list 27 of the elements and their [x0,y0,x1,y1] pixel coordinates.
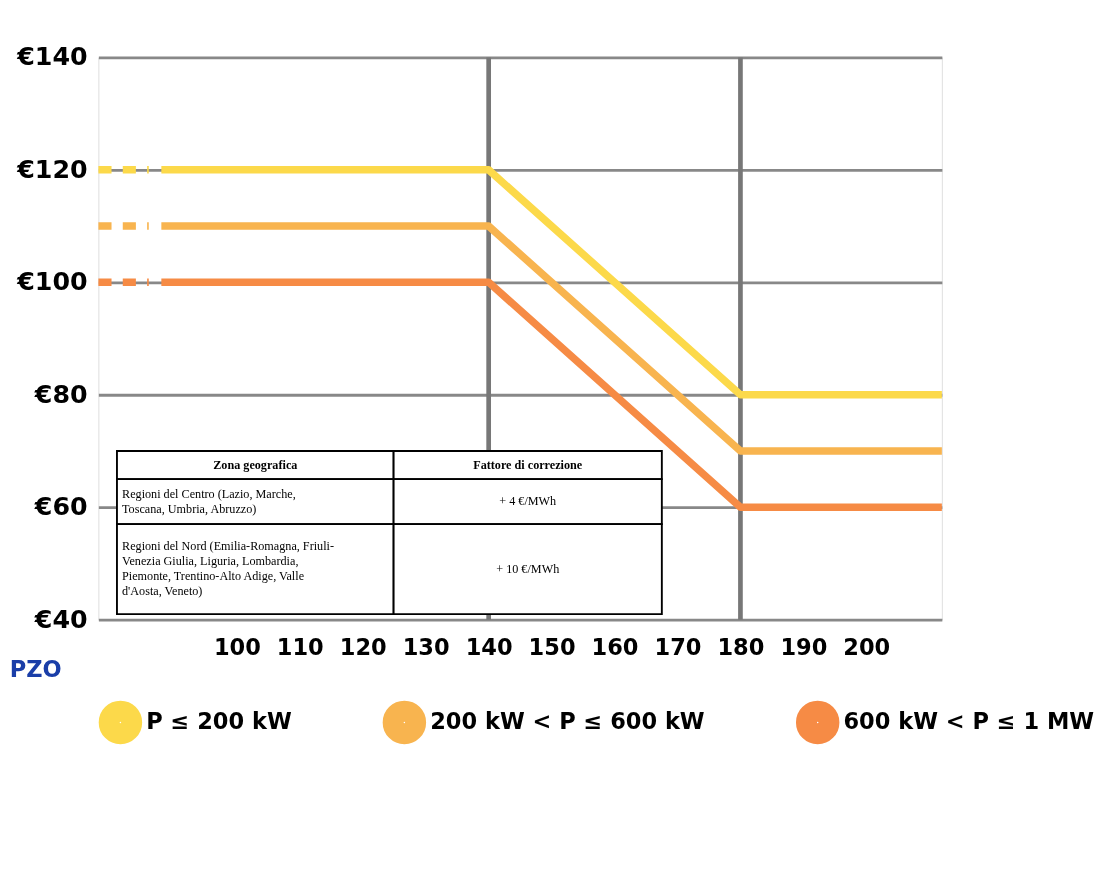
annotation: Zona geografica [213,457,298,472]
y-tick-label: €100 [16,267,88,297]
legend-label: 200 kW < P ≤ 600 kW [430,708,705,735]
x-tick-label: 110 [276,633,324,660]
annotation: Regioni del Nord (Emilia-Romagna, Friuli-Venezia Giulia, Liguria, Lombardia, Piemonte, Trentino-Alto Adige, Valle d'Aosta, Veneto) [122,539,334,599]
y-tick-label: €60 [33,492,88,522]
x-axis-title: PZO [9,656,62,683]
x-tick-label: 130 [402,633,450,660]
annotation: + 4 €/MWh [499,494,557,509]
x-tick-label: 180 [717,633,765,660]
x-tick-label: 170 [654,633,702,660]
y-tick-label: €140 [16,42,88,72]
x-tick-label: 160 [591,633,639,660]
legend-label: P ≤ 200 kW [146,708,292,735]
x-tick-label: 100 [213,633,261,660]
y-tick-label: €120 [16,154,88,184]
annotation: Fattore di correzione [473,457,583,472]
annotation: Regioni del Centro (Lazio, Marche, Toscana, Umbria, Abruzzo) [122,486,296,516]
x-tick-label: 200 [843,633,891,660]
x-tick-label: 150 [528,633,576,660]
x-tick-label: 140 [465,633,513,660]
annotation: + 10 €/MWh [496,561,560,576]
y-tick-label: €40 [33,604,88,634]
x-tick-label: 120 [339,633,387,660]
x-tick-label: 190 [780,633,828,660]
y-tick-label: €80 [33,379,88,409]
legend-label: 600 kW < P ≤ 1 MW [843,708,1095,735]
